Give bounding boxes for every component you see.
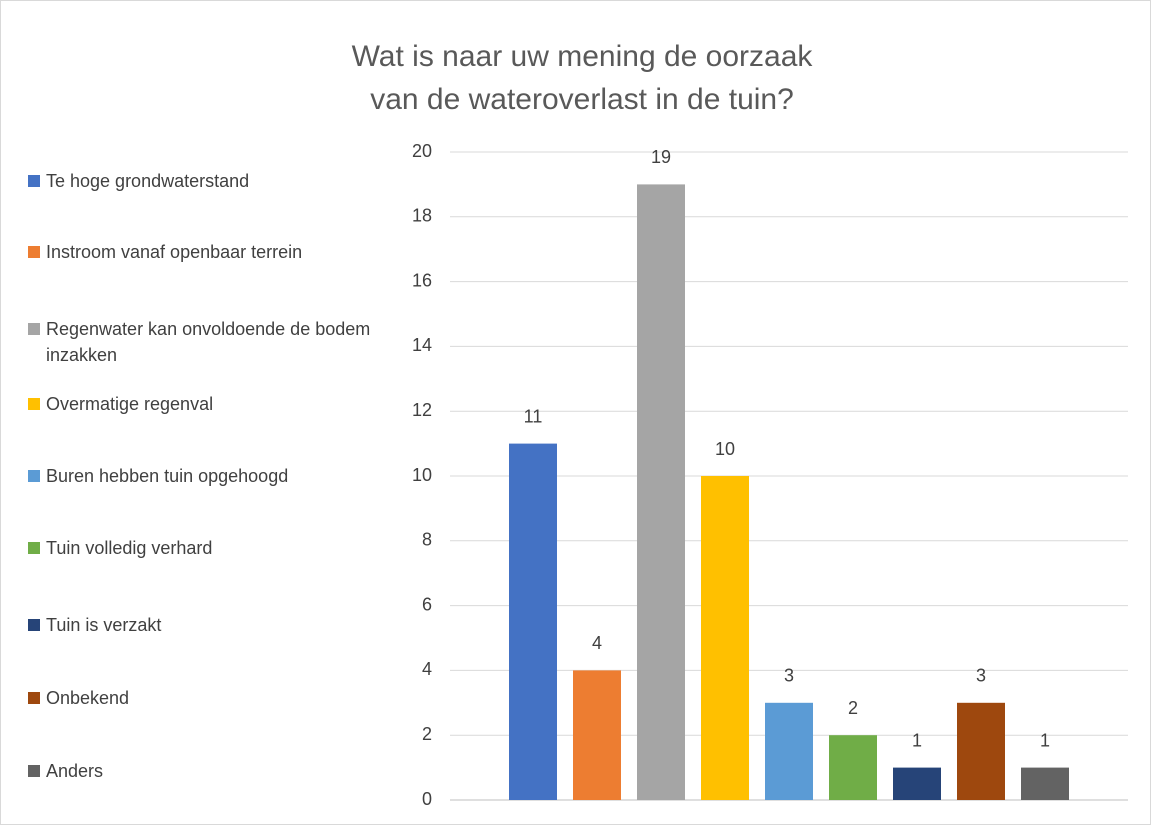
legend-label: Regenwater kan onvoldoende de bodem inza…: [46, 319, 371, 365]
data-label: 1: [912, 730, 922, 750]
legend-swatch: [28, 619, 40, 631]
data-label: 3: [784, 666, 794, 686]
legend-swatch: [28, 542, 40, 554]
legend-item: Overmatige regenval: [28, 391, 378, 417]
legend-item: Te hoge grondwaterstand: [28, 168, 378, 194]
bar: [829, 735, 877, 800]
legend-swatch: [28, 765, 40, 777]
bar: [573, 670, 621, 800]
legend-item: Onbekend: [28, 685, 378, 711]
legend: Te hoge grondwaterstand Instroom vanaf op…: [28, 0, 378, 826]
bar: [701, 476, 749, 800]
y-tick-label: 0: [422, 789, 432, 809]
data-label: 4: [592, 633, 602, 653]
y-tick-label: 4: [422, 659, 432, 679]
y-tick-label: 20: [412, 141, 432, 161]
bar: [957, 702, 1005, 800]
data-label: 3: [976, 666, 986, 686]
y-tick-label: 6: [422, 594, 432, 614]
legend-item: Tuin is verzakt: [28, 612, 378, 638]
legend-label: Tuin volledig verhard: [46, 538, 213, 558]
y-tick-label: 18: [412, 206, 432, 226]
legend-swatch: [28, 470, 40, 482]
legend-label: Buren hebben tuin opgehoogd: [46, 466, 289, 486]
bar: [765, 702, 813, 800]
legend-swatch: [28, 398, 40, 410]
bar: [893, 767, 941, 800]
y-tick-label: 12: [412, 400, 432, 420]
data-label: 11: [524, 406, 543, 426]
legend-swatch: [28, 246, 40, 258]
legend-label: Instroom vanaf openbaar terrein: [46, 242, 303, 262]
legend-item: Regenwater kan onvoldoende de bodem inza…: [28, 316, 378, 368]
bar: [637, 184, 685, 800]
legend-item: Instroom vanaf openbaar terrein: [28, 239, 378, 265]
y-tick-label: 10: [412, 465, 432, 485]
bar: [1021, 767, 1069, 800]
legend-swatch: [28, 692, 40, 704]
y-tick-label: 2: [422, 724, 432, 744]
data-label: 10: [715, 439, 735, 459]
legend-label: Onbekend: [46, 688, 130, 708]
y-tick-label: 14: [412, 335, 432, 355]
legend-label: Tuin is verzakt: [46, 615, 162, 635]
chart-title: Wat is naar uw mening de oorzaak: [352, 40, 814, 73]
legend-item: Tuin volledig verhard: [28, 535, 378, 561]
data-label: 1: [1040, 730, 1050, 750]
legend-swatch: [28, 175, 40, 187]
chart-title: van de wateroverlast in de tuin?: [370, 83, 794, 116]
y-tick-label: 16: [412, 270, 432, 290]
bar: [509, 443, 557, 800]
legend-label: Overmatige regenval: [46, 394, 214, 414]
legend-label: Te hoge grondwaterstand: [46, 171, 250, 191]
legend-item: Anders: [28, 758, 378, 784]
legend-item: Buren hebben tuin opgehoogd: [28, 463, 378, 489]
data-label: 19: [651, 147, 671, 167]
legend-label: Anders: [46, 761, 104, 781]
data-label: 2: [848, 698, 858, 718]
legend-swatch: [28, 323, 40, 335]
y-tick-label: 8: [422, 530, 432, 550]
